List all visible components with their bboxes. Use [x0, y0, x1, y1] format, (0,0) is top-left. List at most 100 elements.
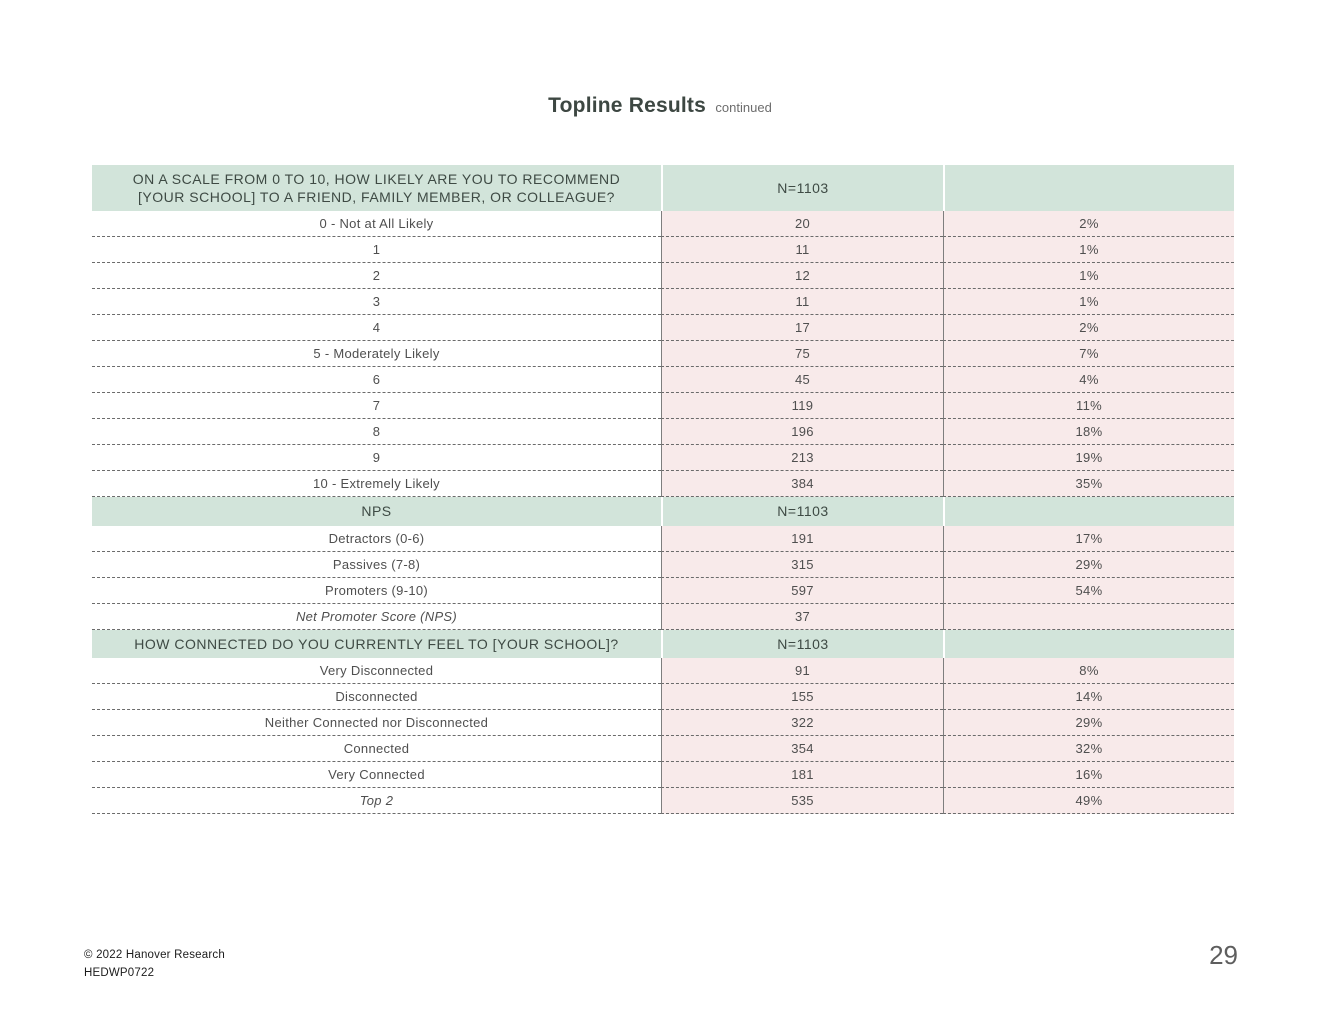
- section-sample-size: N=1103: [661, 629, 943, 658]
- row-count: 119: [661, 393, 943, 420]
- row-percent: 49%: [943, 787, 1234, 814]
- section-empty-cell: [943, 165, 1234, 212]
- row-label: 3: [92, 289, 661, 316]
- row-label: Disconnected: [92, 684, 661, 710]
- row-count: 213: [661, 445, 943, 472]
- row-percent: 29%: [943, 709, 1234, 736]
- table-row: Promoters (9-10) 597 54%: [92, 577, 1234, 604]
- row-percent: 7%: [943, 341, 1234, 368]
- table-row: Neither Connected nor Disconnected 322 29%: [92, 709, 1234, 736]
- table-row: 3 11 1%: [92, 289, 1234, 316]
- row-percent: 19%: [943, 445, 1234, 472]
- table-row: Very Disconnected 91 8%: [92, 657, 1234, 684]
- row-count: 91: [661, 657, 943, 684]
- row-percent: 16%: [943, 761, 1234, 788]
- row-count: 37: [661, 603, 943, 630]
- row-percent: 14%: [943, 683, 1234, 710]
- row-percent: 4%: [943, 367, 1234, 394]
- table-row: Passives (7-8) 315 29%: [92, 551, 1234, 578]
- row-label: Connected: [92, 736, 661, 762]
- row-count: 17: [661, 315, 943, 342]
- topline-results-table: ON A SCALE FROM 0 TO 10, HOW LIKELY ARE …: [92, 165, 1234, 814]
- row-label: 10 - Extremely Likely: [92, 471, 661, 498]
- section-question: ON A SCALE FROM 0 TO 10, HOW LIKELY ARE …: [92, 165, 661, 212]
- row-percent: 35%: [943, 471, 1234, 498]
- section-question: NPS: [92, 497, 661, 526]
- row-count: 181: [661, 761, 943, 788]
- row-label: 6: [92, 367, 661, 394]
- row-percent: 32%: [943, 735, 1234, 762]
- row-count: 322: [661, 709, 943, 736]
- row-label: Very Connected: [92, 762, 661, 788]
- row-percent: 1%: [943, 289, 1234, 316]
- row-count: 597: [661, 577, 943, 604]
- section-question-line: NPS: [361, 503, 392, 520]
- table-row: Detractors (0-6) 191 17%: [92, 525, 1234, 552]
- row-label: Promoters (9-10): [92, 578, 661, 604]
- row-percent: 1%: [943, 263, 1234, 290]
- row-count: 191: [661, 525, 943, 552]
- row-label: 7: [92, 393, 661, 420]
- row-percent: 1%: [943, 237, 1234, 264]
- row-count: 11: [661, 289, 943, 316]
- table-row: Top 2 535 49%: [92, 787, 1234, 814]
- section-header-row: ON A SCALE FROM 0 TO 10, HOW LIKELY ARE …: [92, 165, 1234, 212]
- table-row: 9 213 19%: [92, 445, 1234, 472]
- row-count: 75: [661, 341, 943, 368]
- row-percent: 18%: [943, 419, 1234, 446]
- table-row: Disconnected 155 14%: [92, 683, 1234, 710]
- row-count: 20: [661, 211, 943, 238]
- table-row: 4 17 2%: [92, 315, 1234, 342]
- row-count: 384: [661, 471, 943, 498]
- table-row: Net Promoter Score (NPS) 37: [92, 603, 1234, 630]
- row-count: 315: [661, 551, 943, 578]
- section-sample-size: N=1103: [661, 165, 943, 212]
- table-row: 1 11 1%: [92, 237, 1234, 264]
- row-count: 12: [661, 263, 943, 290]
- section-question-line: [YOUR SCHOOL] TO A FRIEND, FAMILY MEMBER…: [138, 189, 615, 206]
- table-row: 5 - Moderately Likely 75 7%: [92, 341, 1234, 368]
- row-percent: 8%: [943, 657, 1234, 684]
- row-percent: [943, 603, 1234, 630]
- section-header-row: NPS N=1103: [92, 497, 1234, 526]
- row-count: 155: [661, 683, 943, 710]
- row-count: 11: [661, 237, 943, 264]
- document-code: HEDWP0722: [84, 967, 155, 979]
- row-label: 1: [92, 237, 661, 264]
- row-label: 8: [92, 419, 661, 446]
- table-row: 2 12 1%: [92, 263, 1234, 290]
- table-row: 8 196 18%: [92, 419, 1234, 446]
- row-label: Neither Connected nor Disconnected: [92, 710, 661, 736]
- row-label: 5 - Moderately Likely: [92, 341, 661, 368]
- row-percent: 2%: [943, 315, 1234, 342]
- row-count: 45: [661, 367, 943, 394]
- page-header: Topline Results continued: [0, 94, 1320, 118]
- row-label: Net Promoter Score (NPS): [92, 604, 661, 630]
- row-count: 354: [661, 735, 943, 762]
- page-number: 29: [1209, 940, 1238, 970]
- row-label: Top 2: [92, 788, 661, 814]
- row-count: 196: [661, 419, 943, 446]
- section-sample-size: N=1103: [661, 497, 943, 526]
- row-count: 535: [661, 787, 943, 814]
- section-header-row: HOW CONNECTED DO YOU CURRENTLY FEEL TO […: [92, 629, 1234, 658]
- section-question: HOW CONNECTED DO YOU CURRENTLY FEEL TO […: [92, 629, 661, 658]
- row-percent: 17%: [943, 525, 1234, 552]
- table-row: Connected 354 32%: [92, 735, 1234, 762]
- row-label: 9: [92, 445, 661, 472]
- copyright-text: © 2022 Hanover Research: [84, 949, 225, 961]
- table-row: 6 45 4%: [92, 367, 1234, 394]
- page-title: Topline Results: [548, 94, 706, 117]
- section-question-line: ON A SCALE FROM 0 TO 10, HOW LIKELY ARE …: [132, 171, 621, 187]
- table-row: 0 - Not at All Likely 20 2%: [92, 211, 1234, 238]
- footer: © 2022 Hanover Research HEDWP0722: [84, 946, 225, 982]
- section-question-line: HOW CONNECTED DO YOU CURRENTLY FEEL TO […: [134, 635, 619, 652]
- section-empty-cell: [943, 629, 1234, 658]
- page-subtitle: continued: [715, 100, 772, 115]
- row-label: Detractors (0-6): [92, 526, 661, 552]
- row-percent: 29%: [943, 551, 1234, 578]
- row-label: Passives (7-8): [92, 552, 661, 578]
- table-row: 7 119 11%: [92, 393, 1234, 420]
- row-percent: 2%: [943, 211, 1234, 238]
- row-label: 4: [92, 315, 661, 342]
